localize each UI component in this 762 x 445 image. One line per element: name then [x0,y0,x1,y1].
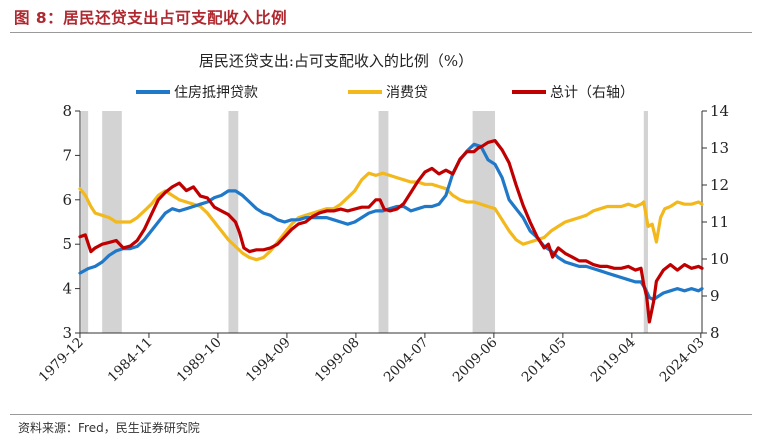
x-tick-label-9: 2024-03 [657,335,708,386]
recession-band-3 [378,111,389,333]
y-left-tick-label-1: 4 [62,280,72,298]
y-right-tick-label-0: 8 [710,324,720,342]
chart-title: 居民还贷支出:占可支配收入的比例（%） [199,52,473,70]
y-left-tick-label-2: 5 [62,235,72,253]
y-left-tick-label-4: 7 [62,146,72,164]
series-line-mortgage [78,142,704,302]
recession-band-4 [472,111,496,333]
series-line-consumer [78,171,704,262]
y-right-tick-label-6: 14 [710,102,729,120]
figure-title: 图 8：居民还贷支出占可支配收入比例 [14,9,288,27]
y-right-tick-label-4: 12 [710,176,729,194]
chart: 居民还贷支出:占可支配收入的比例（%） 住房抵押贷款 消费贷 总计（右轴） 3 4… [36,52,729,386]
bottom-divider [10,414,752,415]
recession-band-0 [81,111,89,333]
x-tick-label-6: 2009-06 [450,335,501,386]
y-left-tick-label-0: 3 [62,324,72,342]
series [78,139,704,324]
x-tick-label-2: 1989-10 [174,335,225,386]
y-left-tick-label-3: 6 [62,191,72,209]
source-note: 资料来源：Fred，民生证券研究院 [18,421,200,435]
recession-band-1 [102,111,122,333]
top-divider [10,32,752,33]
x-tick-label-1: 1984-11 [105,335,156,386]
x-tick-label-4: 1999-08 [312,335,363,386]
y-right-tick-label-2: 10 [710,250,729,268]
y-right-tick-label-5: 13 [710,139,729,157]
legend: 住房抵押贷款 消费贷 总计（右轴） [136,85,634,101]
legend-label-mortgage: 住房抵押贷款 [174,85,258,101]
y-right-tick-label-3: 11 [710,213,729,231]
y-left-tick-label-5: 8 [62,102,72,120]
y-right-tick-label-1: 9 [710,287,720,305]
series-line-total [78,139,704,324]
legend-label-total: 总计（右轴） [550,85,634,101]
x-tick-label-5: 2004-07 [381,335,432,386]
x-tick-label-0: 1979-12 [36,335,87,386]
legend-label-consumer: 消费贷 [386,85,428,101]
x-tick-label-7: 2014-05 [519,335,570,386]
x-tick-label-8: 2019-04 [588,335,639,386]
x-tick-label-3: 1994-09 [243,335,294,386]
